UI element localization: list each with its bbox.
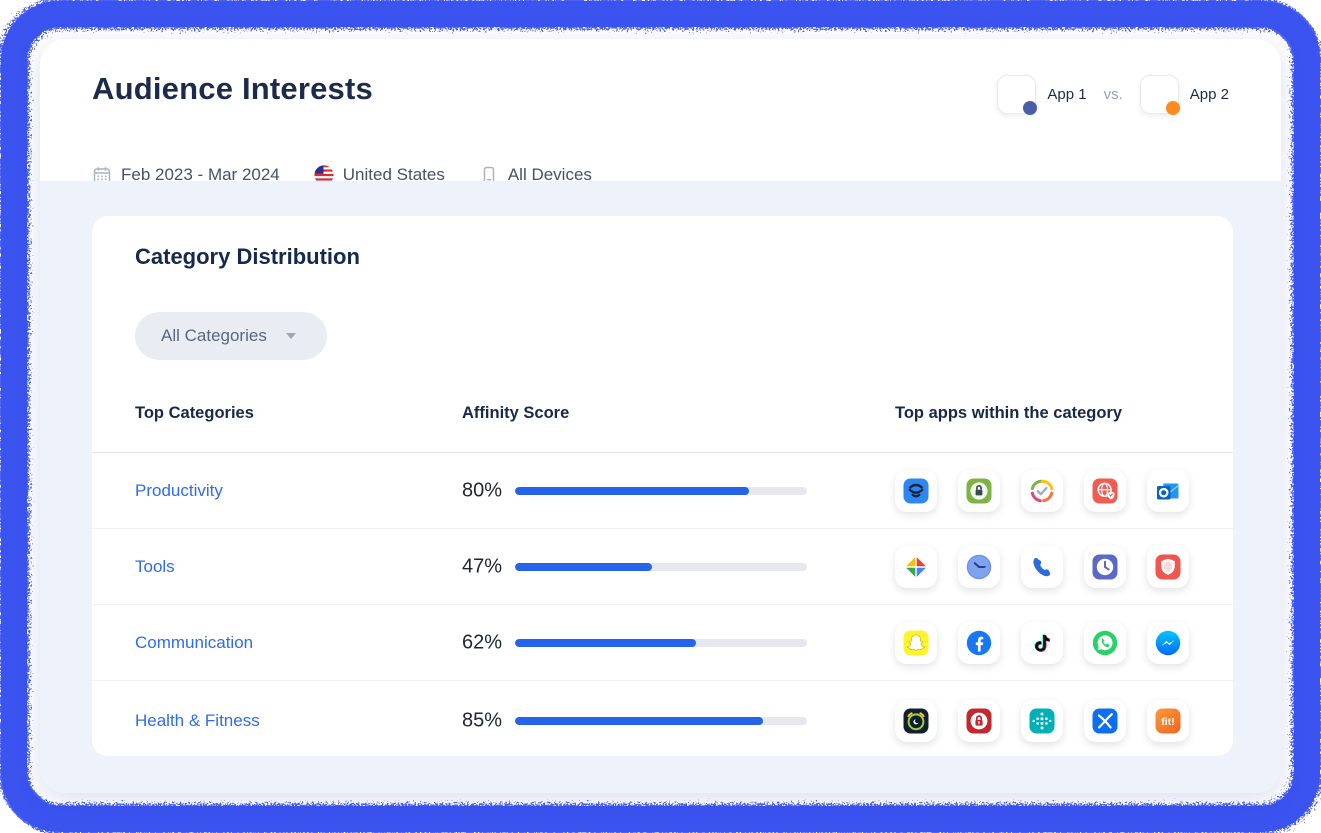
affinity-score-value: 85%: [462, 709, 503, 732]
google-play-services-app-icon[interactable]: [895, 545, 937, 588]
table-row: Tools 47%: [92, 529, 1233, 605]
clock-widget-app-icon[interactable]: [1084, 545, 1126, 588]
ring-check-app-icon[interactable]: [1021, 469, 1063, 512]
affinity-score-bar-fill: [515, 562, 653, 571]
fit-app-app-icon[interactable]: fit!: [1147, 700, 1189, 742]
top-apps-group: fit!: [895, 700, 1189, 742]
affinity-score-bar-fill: [515, 486, 749, 495]
app2-label: App 2: [1189, 86, 1229, 103]
category-distribution-card: Category Distribution All Categories Top…: [92, 216, 1233, 756]
tiktok-app-icon[interactable]: [1021, 621, 1063, 664]
category-link[interactable]: Health & Fitness: [135, 711, 260, 730]
snapchat-app-icon[interactable]: [895, 621, 937, 664]
devices-label: All Devices: [507, 165, 592, 184]
clock-app-icon[interactable]: [958, 545, 1000, 588]
table-row: Health & Fitness 85% fit!: [92, 681, 1233, 761]
layers-shield-app-icon[interactable]: [895, 469, 937, 512]
date-range-label: Feb 2023 - Mar 2024: [121, 165, 280, 184]
top-apps-group: [895, 545, 1189, 588]
column-top-categories: Top Categories: [135, 404, 254, 422]
chevron-down-icon: [285, 333, 296, 339]
category-link[interactable]: Productivity: [135, 480, 223, 500]
affinity-score-value: 80%: [462, 479, 503, 501]
antivirus-shield-app-icon[interactable]: [1147, 545, 1189, 588]
vs-label: vs.: [1103, 86, 1123, 103]
app2-slot[interactable]: [1139, 75, 1180, 115]
outlook-app-icon[interactable]: [1147, 469, 1189, 512]
svg-text:fit!: fit!: [1161, 716, 1174, 728]
whatsapp-app-icon[interactable]: [1084, 621, 1126, 664]
affinity-score-bar: [515, 486, 807, 495]
top-apps-group: [895, 621, 1189, 664]
app-window: Audience Interests Feb 2023 - Mar 2024: [40, 39, 1281, 793]
affinity-score-bar: [515, 562, 807, 571]
affinity-score-value: 47%: [462, 555, 503, 577]
date-range-filter[interactable]: Feb 2023 - Mar 2024: [92, 165, 280, 185]
card-title: Category Distribution: [135, 244, 360, 269]
table-header: Top Categories Affinity Score Top apps w…: [92, 396, 1233, 453]
table-row: Communication 62%: [92, 605, 1233, 681]
affinity-score-value: 62%: [462, 631, 503, 653]
devices-filter[interactable]: All Devices: [479, 165, 592, 185]
report-header: Audience Interests Feb 2023 - Mar 2024: [40, 39, 1281, 185]
app1-color-dot: [1023, 101, 1038, 115]
category-link[interactable]: Communication: [135, 632, 254, 652]
app1-slot[interactable]: [997, 75, 1038, 115]
affinity-score-bar: [515, 638, 807, 647]
sleep-tracker-app-icon[interactable]: [895, 700, 937, 742]
app1-label: App 1: [1047, 86, 1087, 103]
private-browser-app-icon[interactable]: [1084, 469, 1126, 512]
myfitnesspal-app-icon[interactable]: [1084, 700, 1126, 742]
privacy-lock-app-icon[interactable]: [958, 700, 1000, 742]
affinity-score-bar-fill: [515, 638, 697, 647]
messenger-app-icon[interactable]: [1147, 621, 1189, 664]
top-apps-group: [895, 469, 1189, 512]
category-table-body: Productivity 80% Tools 47% Communication 62% H…: [92, 453, 1233, 756]
fitbit-app-icon[interactable]: [1021, 700, 1063, 742]
affinity-score-bar: [515, 717, 807, 725]
app-comparison: App 1 vs. App 2: [997, 75, 1229, 115]
column-affinity-score: Affinity Score: [462, 404, 570, 422]
category-filter-dropdown[interactable]: All Categories: [135, 312, 327, 360]
affinity-score-bar-fill: [515, 717, 764, 725]
category-filter-label: All Categories: [161, 326, 267, 345]
table-row: Productivity 80%: [92, 453, 1233, 529]
category-link[interactable]: Tools: [135, 556, 175, 576]
applock-app-icon[interactable]: [958, 469, 1000, 512]
column-top-apps: Top apps within the category: [895, 404, 1123, 422]
app2-color-dot: [1165, 101, 1180, 115]
phone-dialer-app-icon[interactable]: [1021, 545, 1063, 588]
facebook-app-icon[interactable]: [958, 621, 1000, 664]
page-title: Audience Interests: [92, 71, 373, 106]
country-label: United States: [342, 165, 445, 184]
